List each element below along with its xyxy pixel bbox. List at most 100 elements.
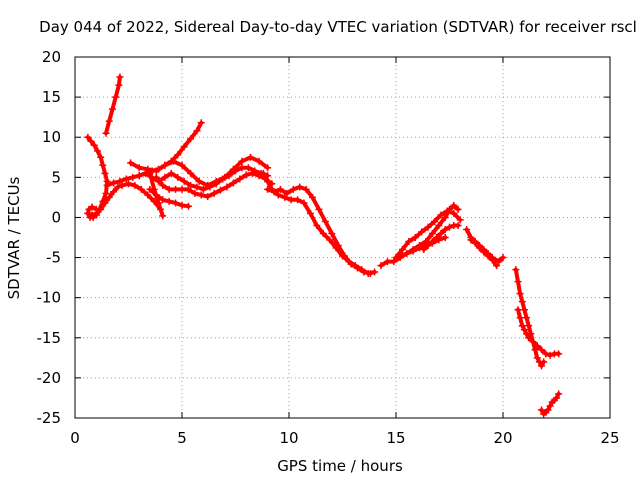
data-point-plus <box>321 217 329 225</box>
data-point-plus <box>178 185 186 193</box>
data-point-plus <box>264 164 272 172</box>
grid-lines <box>75 57 610 418</box>
data-point-plus <box>538 406 546 414</box>
data-point-plus <box>450 201 458 209</box>
data-point-plus <box>92 209 100 217</box>
series-trace <box>147 171 165 218</box>
data-point-plus <box>514 278 522 286</box>
data-point-plus <box>199 185 207 193</box>
data-point-plus <box>105 193 113 201</box>
data-point-plus <box>424 223 432 231</box>
data-point-plus <box>371 268 379 276</box>
data-point-plus <box>392 254 400 262</box>
data-point-plus <box>525 322 533 330</box>
series-track-19 <box>514 306 563 359</box>
data-point-plus <box>255 157 263 165</box>
data-point-plus <box>420 246 428 254</box>
data-point-plus <box>169 157 177 165</box>
data-point-plus <box>315 205 323 213</box>
data-point-plus <box>99 161 107 169</box>
x-axis-label: GPS time / hours <box>277 457 403 475</box>
data-point-plus <box>127 159 135 167</box>
data-point-plus <box>450 209 458 217</box>
data-point-plus <box>405 238 413 246</box>
x-tick-label: 15 <box>386 429 405 447</box>
y-tick-label: 10 <box>42 128 61 146</box>
data-point-plus <box>187 135 195 143</box>
data-point-plus <box>84 133 92 141</box>
data-point-plus <box>287 196 295 204</box>
y-tick-label: 5 <box>51 168 61 186</box>
data-point-plus <box>309 193 317 201</box>
data-point-plus <box>87 137 95 145</box>
data-point-plus <box>416 244 424 252</box>
series-track-11 <box>264 183 374 278</box>
data-point-plus <box>514 306 522 314</box>
data-point-plus <box>135 172 143 180</box>
data-point-plus <box>232 167 239 175</box>
data-point-plus <box>454 221 462 229</box>
data-point-plus <box>131 181 139 189</box>
data-point-plus <box>471 239 479 247</box>
data-point-plus <box>347 260 355 268</box>
data-point-plus <box>212 180 220 188</box>
data-point-plus <box>398 246 406 254</box>
data-point-plus <box>161 161 169 169</box>
data-point-plus <box>84 209 92 217</box>
data-point-plus <box>525 334 533 342</box>
data-point-plus <box>390 258 398 266</box>
data-point-plus <box>112 93 120 101</box>
data-point-plus <box>377 262 385 270</box>
data-point-plus <box>520 306 528 314</box>
data-point-plus <box>223 183 231 191</box>
data-point-plus <box>437 229 445 237</box>
data-point-plus <box>144 165 152 173</box>
data-point-plus <box>463 225 471 233</box>
data-point-plus <box>456 216 464 224</box>
data-point-plus <box>518 322 526 330</box>
data-point-plus <box>180 143 188 151</box>
data-point-plus <box>193 183 201 191</box>
data-point-plus <box>538 346 546 354</box>
data-point-plus <box>193 127 201 135</box>
series-track-17 <box>467 236 501 270</box>
data-point-plus <box>523 330 531 338</box>
data-point-plus <box>197 119 205 127</box>
data-point-plus <box>90 141 98 149</box>
data-point-plus <box>418 228 426 236</box>
data-point-plus <box>159 212 167 220</box>
data-point-plus <box>172 185 180 193</box>
data-series <box>84 73 563 418</box>
data-point-plus <box>484 252 492 260</box>
data-point-plus <box>516 314 524 322</box>
data-point-plus <box>300 199 308 207</box>
data-point-plus <box>159 181 167 189</box>
data-point-plus <box>115 81 123 89</box>
data-point-plus <box>161 173 169 181</box>
data-point-plus <box>443 207 451 215</box>
series-track-4 <box>103 119 205 189</box>
data-point-plus <box>302 185 310 193</box>
data-point-plus <box>493 262 501 270</box>
data-point-plus <box>454 205 462 213</box>
data-point-plus <box>187 169 195 177</box>
data-point-plus <box>236 175 244 183</box>
series-track-18 <box>512 266 548 370</box>
data-point-plus <box>137 185 145 193</box>
data-point-plus <box>326 236 334 244</box>
data-point-plus <box>172 199 180 207</box>
data-point-plus <box>499 254 507 262</box>
data-point-plus <box>174 173 182 181</box>
data-point-plus <box>341 252 349 260</box>
data-point-plus <box>319 229 327 237</box>
data-point-plus <box>144 191 152 199</box>
data-point-plus <box>204 193 212 201</box>
data-point-plus <box>313 221 321 229</box>
data-point-plus <box>242 171 250 179</box>
y-tick-label: 20 <box>42 48 61 66</box>
axis-ticks: 0 5 10 15 20 25 -25 -20 -15 -10 -5 0 5 10 15 20 <box>37 48 620 447</box>
data-point-plus <box>366 270 374 278</box>
data-point-plus <box>533 342 541 350</box>
data-point-plus <box>238 157 246 165</box>
data-point-plus <box>135 164 143 172</box>
